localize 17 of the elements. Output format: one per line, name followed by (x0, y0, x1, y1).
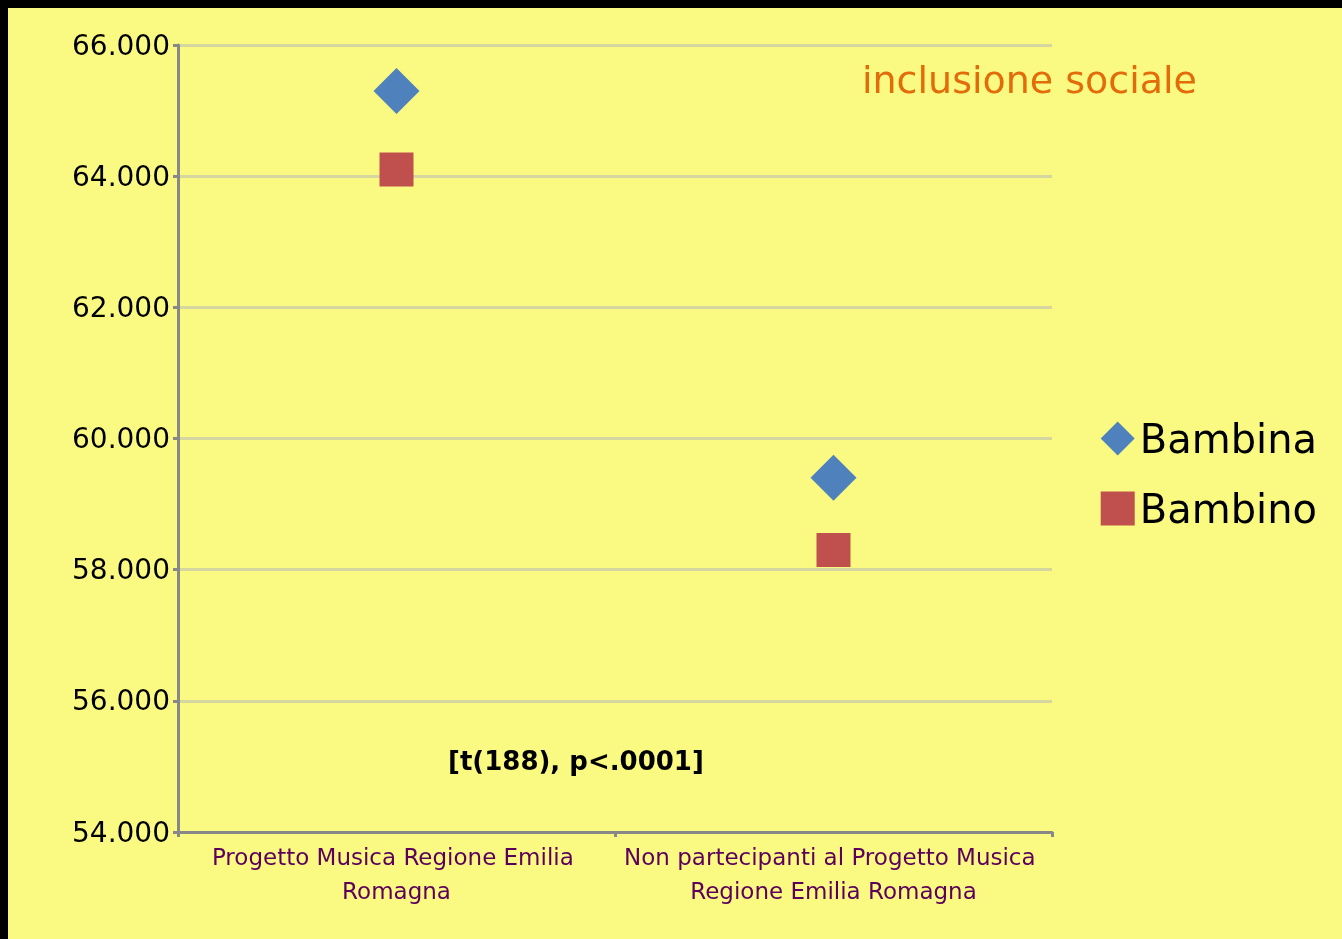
y-tick-label: 60.000 (72, 422, 170, 455)
point (379, 152, 414, 187)
y-tick-label: 62.000 (72, 290, 170, 324)
y-tick-label: 64.000 (72, 159, 170, 193)
point (816, 532, 851, 567)
y-tick-label: 58.000 (72, 553, 170, 587)
legend-label: Bambino (1139, 485, 1317, 532)
y-tick-label: 56.000 (72, 684, 170, 718)
point (810, 454, 857, 501)
x-tick-label: Progetto Musica Regione Emilia Romagna (211, 844, 582, 904)
chart-title: inclusione sociale (861, 58, 1197, 102)
y-tick-label: 66.000 (72, 28, 170, 62)
legend-label: Bambina (1139, 415, 1318, 462)
x-tick-label: Non partecipanti al Progetto Musica Regione Emilia Romagna (624, 844, 1043, 904)
y-tick-label: 54.000 (72, 815, 170, 849)
annotation: [t(188), p<.0001] (448, 746, 704, 776)
point (373, 67, 420, 114)
